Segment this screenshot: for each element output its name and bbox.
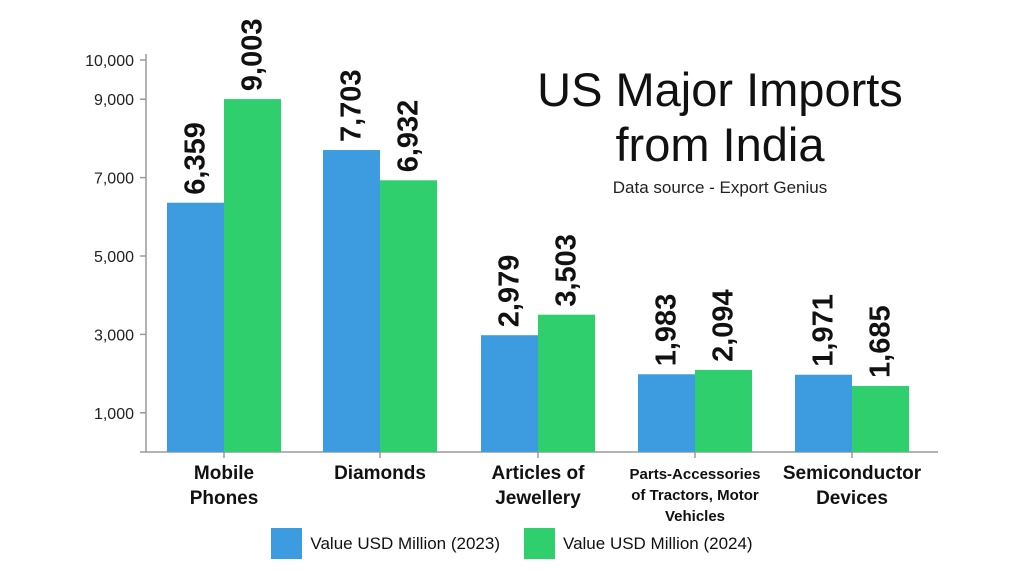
legend-item-2024: Value USD Million (2024) — [524, 528, 753, 559]
x-tick-label: Diamonds — [334, 463, 426, 484]
bar — [323, 150, 380, 452]
y-tick-label: 7,000 — [94, 171, 134, 188]
x-tick-label: Parts-Accessories — [630, 466, 761, 483]
y-tick-label: 1,000 — [94, 406, 134, 423]
chart-subtitle: Data source - Export Genius — [612, 178, 828, 197]
data-label: 6,359 — [180, 122, 212, 195]
legend-item-2023: Value USD Million (2023) — [271, 528, 500, 559]
chart-title-block: US Major Imports from India Data source … — [440, 62, 1000, 198]
y-tick-label: 9,000 — [94, 92, 134, 109]
legend-label-2024: Value USD Million (2024) — [563, 533, 753, 553]
bar — [167, 202, 224, 452]
data-label: 7,703 — [336, 69, 368, 142]
y-tick-label: 3,000 — [94, 327, 134, 344]
y-tick-label: 5,000 — [94, 249, 134, 266]
x-tick-label: Articles of — [492, 463, 586, 484]
bar — [852, 385, 909, 452]
x-tick-label: Jewellery — [495, 488, 581, 509]
data-label: 1,685 — [865, 305, 897, 378]
data-label: 2,094 — [708, 289, 740, 362]
legend-swatch-2023 — [271, 528, 303, 559]
x-tick-label: of Tractors, Motor — [631, 487, 759, 504]
bar — [224, 99, 281, 452]
data-label: 9,003 — [237, 19, 269, 92]
legend-label-2023: Value USD Million (2023) — [310, 533, 500, 553]
bar — [695, 369, 752, 452]
data-label: 1,983 — [651, 294, 683, 367]
x-tick-label: Mobile — [194, 463, 254, 484]
bar — [638, 374, 695, 452]
data-label: 3,503 — [551, 234, 583, 307]
data-label: 2,979 — [494, 255, 526, 328]
x-tick-label: Devices — [816, 488, 888, 509]
bar — [380, 180, 437, 452]
x-tick-label: Vehicles — [665, 508, 725, 525]
bar — [538, 314, 595, 452]
y-tick-label: 10,000 — [85, 53, 134, 70]
bar — [795, 374, 852, 452]
chart-title-line-1: US Major Imports — [537, 63, 903, 116]
chart-title-line-2: from India — [615, 118, 825, 171]
x-tick-label: Semiconductor — [783, 463, 922, 484]
legend-swatch-2024 — [524, 528, 555, 559]
data-label: 1,971 — [808, 294, 840, 367]
data-label: 6,932 — [393, 100, 425, 173]
chart-legend: Value USD Million (2023) Value USD Milli… — [0, 528, 1024, 559]
bar — [481, 335, 538, 452]
x-tick-label: Phones — [190, 488, 259, 509]
